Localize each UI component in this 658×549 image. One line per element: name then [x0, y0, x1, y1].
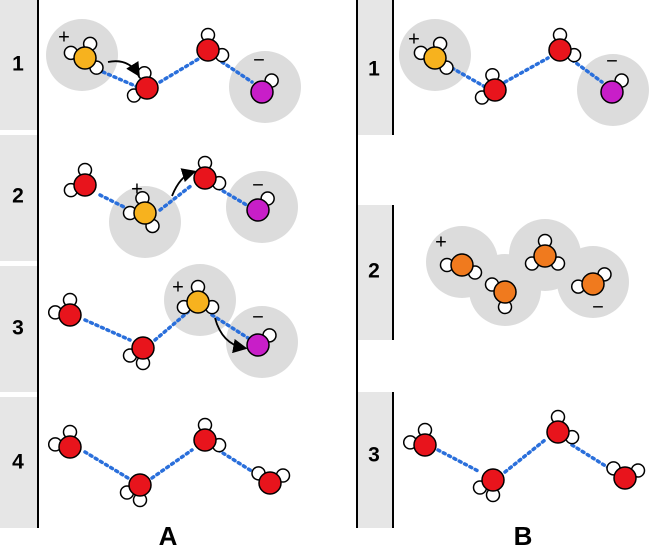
minus-sign: −: [252, 306, 264, 328]
oxygen-atom: [135, 76, 159, 100]
plus-sign: +: [131, 178, 143, 200]
oxygen-atom: [246, 198, 270, 222]
oxygen-atom: [600, 80, 624, 104]
step-number: 1: [12, 53, 24, 76]
hydrogen-bond: [216, 448, 260, 477]
oxygen-atom: [493, 280, 517, 304]
plus-sign: +: [435, 231, 447, 253]
oxygen-atom: [533, 244, 557, 268]
oxygen-atom: [613, 466, 637, 490]
transfer-arrow: [107, 60, 140, 78]
plus-sign: +: [172, 276, 184, 298]
panel-label: B: [514, 521, 533, 549]
plus-sign: +: [58, 26, 70, 48]
hydrogen-bond: [450, 66, 489, 90]
oxygen-atom: [128, 473, 152, 497]
hydrogen-bond: [101, 70, 142, 90]
oxygen-atom: [58, 435, 82, 459]
hydrogen-bond: [158, 183, 194, 212]
step-strip: [357, 205, 392, 340]
layout: [0, 0, 394, 528]
oxygen-atom: [131, 336, 155, 360]
step-strip: [0, 397, 37, 528]
oxygen-atom: [193, 166, 217, 190]
hydrogen-bond: [153, 310, 190, 342]
hydrogen-bond: [158, 56, 202, 84]
panel-label: A: [159, 521, 178, 549]
step-number: 3: [12, 317, 24, 340]
step-strip: [357, 0, 392, 135]
minus-sign: −: [592, 296, 604, 318]
minus-sign: −: [606, 50, 618, 72]
step-strip: [0, 0, 37, 130]
hydrogen-bond: [570, 443, 614, 472]
oxygen-atom: [423, 46, 447, 70]
step-strip: [0, 135, 37, 261]
hydrogen-bond: [503, 438, 547, 474]
oxygen-atom: [73, 173, 97, 197]
oxygen-atom: [450, 253, 474, 277]
hydrogen-bond: [150, 448, 194, 480]
step-number: 4: [12, 451, 24, 474]
hydrogen-bond: [503, 56, 550, 84]
step-number: 2: [12, 185, 24, 208]
oxygen-atom: [186, 290, 210, 314]
hydrogen-bond: [436, 448, 482, 474]
oxygen-atom: [258, 471, 282, 495]
hydrogen-bond: [98, 193, 132, 212]
oxygen-atom: [133, 201, 157, 225]
hydrogen-bond: [210, 313, 250, 340]
oxygen-atom: [73, 46, 97, 70]
minus-sign: −: [253, 49, 265, 71]
hydrogen-bond: [216, 186, 252, 209]
plus-sign: +: [408, 28, 420, 50]
oxygen-atom: [193, 428, 217, 452]
hydrogen-bond: [83, 450, 130, 480]
oxygen-atom: [246, 333, 270, 357]
molecules: [46, 19, 649, 508]
step-strip: [0, 266, 37, 392]
transfer-arrow: [214, 317, 248, 354]
minus-sign: −: [252, 174, 264, 196]
oxygen-atom: [546, 420, 570, 444]
hydrogen-bond: [220, 60, 254, 84]
oxygen-atom: [58, 303, 82, 327]
oxygen-atom: [481, 468, 505, 492]
step-number: 3: [368, 444, 380, 467]
step-strip: [357, 392, 392, 528]
labels: 1 2 3 4 1 2 3 + − + − + − + − + − A B: [12, 26, 618, 549]
step-number: 2: [368, 260, 380, 283]
oxygen-atom: [413, 433, 437, 457]
step-number: 1: [368, 58, 380, 81]
hydrogen-bond: [570, 58, 604, 84]
oxygen-atom: [196, 38, 220, 62]
oxygen-atom: [548, 38, 572, 62]
hydrogen-bond: [83, 318, 132, 342]
oxygen-atom: [250, 80, 274, 104]
oxygen-atom: [581, 272, 605, 296]
oxygen-atom: [483, 78, 507, 102]
transfer-arrow: [171, 168, 197, 197]
